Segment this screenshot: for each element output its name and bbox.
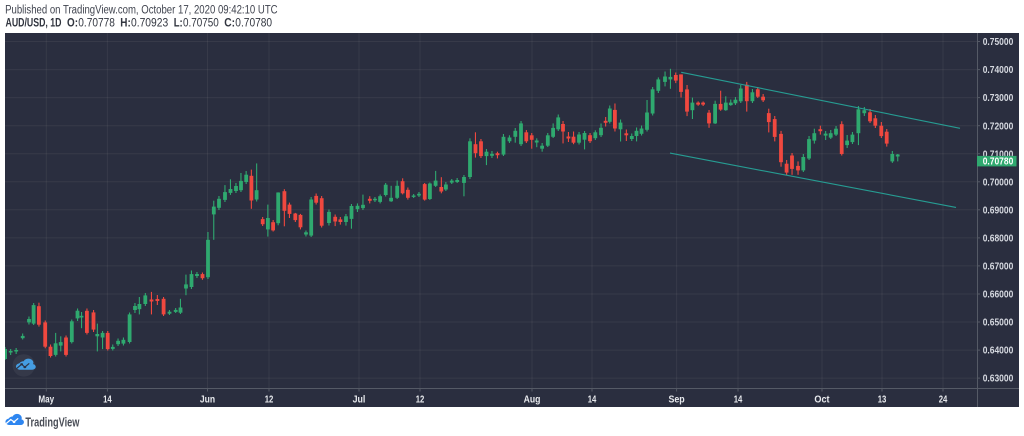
svg-text:0.71000: 0.71000 [983,149,1014,160]
svg-text:0.70000: 0.70000 [983,177,1014,188]
svg-text:Jun: Jun [200,394,215,405]
svg-text:0.65000: 0.65000 [983,318,1014,329]
svg-text:Published on TradingView.com,: Published on TradingView.com, October 17… [5,4,278,16]
svg-text:12: 12 [265,394,274,405]
svg-text:0.66000: 0.66000 [983,290,1014,301]
svg-text:24: 24 [939,394,948,405]
svg-text:0.67000: 0.67000 [983,262,1014,273]
svg-text:14: 14 [103,394,112,405]
svg-text:0.68000: 0.68000 [983,234,1014,245]
svg-text:0.69000: 0.69000 [983,205,1014,216]
svg-text:0.70750: 0.70750 [183,17,219,29]
svg-text:0.73000: 0.73000 [983,93,1014,104]
svg-text:0.64000: 0.64000 [983,346,1014,357]
svg-text:0.70923: 0.70923 [131,17,168,29]
svg-text:H:: H: [120,17,131,29]
svg-text:Sep: Sep [669,394,685,405]
svg-text:O:: O: [67,17,78,29]
svg-text:L:: L: [174,17,183,29]
svg-text:0.70780: 0.70780 [983,157,1014,168]
svg-text:AUD/USD, 1D: AUD/USD, 1D [6,17,62,29]
svg-text:0.63000: 0.63000 [983,374,1014,385]
svg-text:0.70778: 0.70778 [78,17,115,29]
svg-text:Jul: Jul [353,394,366,405]
svg-text:C:: C: [224,17,235,29]
svg-text:TradingView: TradingView [25,414,80,429]
svg-text:Oct: Oct [814,394,830,405]
svg-text:May: May [38,394,54,405]
svg-text:14: 14 [734,394,743,405]
svg-text:12: 12 [416,394,425,405]
svg-text:0.70780: 0.70780 [235,17,272,29]
svg-text:Aug: Aug [524,394,541,405]
svg-text:0.74000: 0.74000 [983,65,1014,76]
svg-text:13: 13 [878,394,887,405]
svg-text:0.75000: 0.75000 [983,37,1014,48]
svg-text:0.72000: 0.72000 [983,121,1014,132]
svg-text:14: 14 [588,394,597,405]
